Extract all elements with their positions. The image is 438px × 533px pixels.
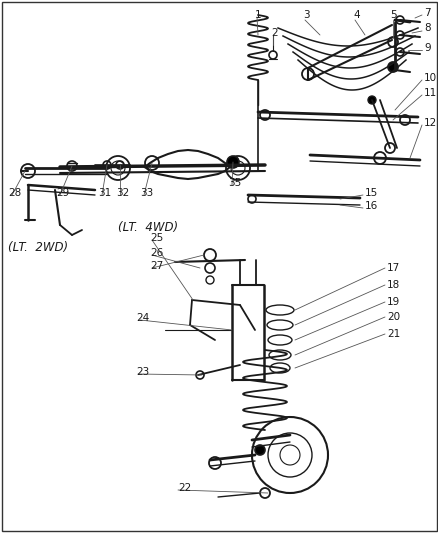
Text: 17: 17 [386,263,399,273]
Text: 33: 33 [140,188,153,198]
Text: 32: 32 [116,188,129,198]
Text: 16: 16 [364,201,378,211]
Text: 26: 26 [150,248,163,258]
Text: 9: 9 [423,43,430,53]
Text: 22: 22 [177,483,191,493]
Text: 18: 18 [386,280,399,290]
Circle shape [254,445,265,455]
Text: (LT.  2WD): (LT. 2WD) [8,241,68,254]
Text: 1: 1 [254,10,261,20]
Text: 31: 31 [98,188,111,198]
Text: 28: 28 [8,188,21,198]
Text: 29: 29 [56,188,69,198]
Text: 15: 15 [364,188,378,198]
Text: 5: 5 [389,10,396,20]
Text: 24: 24 [136,313,149,323]
Text: 21: 21 [386,329,399,339]
Text: 23: 23 [136,367,149,377]
Circle shape [387,62,397,72]
Circle shape [367,96,375,104]
Text: 10: 10 [423,73,436,83]
Text: 25: 25 [150,233,163,243]
Text: (LT.  4WD): (LT. 4WD) [118,222,178,235]
Text: 2: 2 [270,28,277,38]
Text: 3: 3 [302,10,309,20]
Text: 19: 19 [386,297,399,307]
Text: 7: 7 [423,8,430,18]
Circle shape [226,156,238,168]
Text: 8: 8 [423,23,430,33]
Text: 11: 11 [423,88,436,98]
Text: 27: 27 [150,261,163,271]
Text: 12: 12 [423,118,436,128]
Text: 35: 35 [227,178,241,188]
Text: 20: 20 [386,312,399,322]
Text: 4: 4 [352,10,359,20]
